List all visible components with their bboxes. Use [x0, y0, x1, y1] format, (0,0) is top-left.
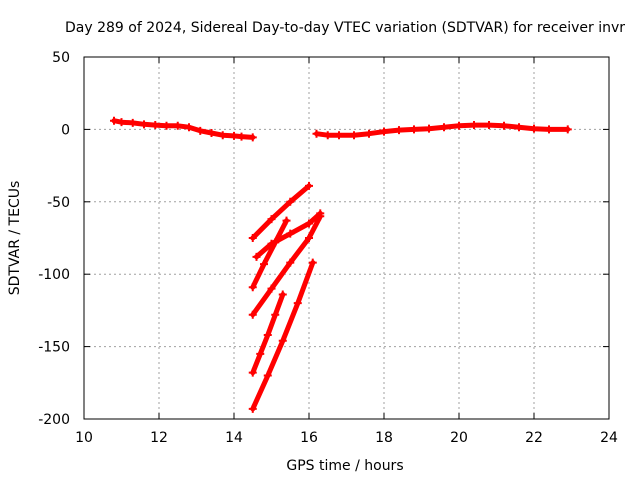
series-track-4	[248, 212, 325, 319]
data-points	[110, 116, 572, 413]
data-point	[151, 121, 160, 130]
data-point	[365, 129, 373, 138]
data-point	[282, 216, 291, 225]
data-point	[305, 234, 313, 242]
data-point	[278, 290, 287, 299]
data-point	[312, 129, 321, 138]
data-point	[395, 126, 403, 135]
data-point	[293, 299, 302, 308]
data-point	[286, 258, 295, 267]
data-point	[263, 371, 272, 380]
data-point	[140, 120, 148, 129]
data-point	[248, 283, 257, 292]
data-point	[252, 252, 261, 261]
data-point	[323, 131, 332, 140]
x-tick-labels: 10 12 14 16 18 20 22 24	[75, 430, 618, 446]
y-tick-label: -200	[38, 412, 70, 428]
x-tick-label: 24	[600, 430, 618, 446]
y-tick-labels: -200 -150 -100 -50 0 50	[38, 50, 70, 428]
data-point	[271, 310, 280, 319]
data-point	[260, 260, 268, 269]
data-point	[440, 123, 448, 132]
data-point	[185, 123, 193, 132]
data-point	[110, 116, 118, 125]
x-tick-label: 14	[225, 430, 243, 446]
data-point	[271, 238, 280, 247]
series-upper-right-arc	[312, 121, 572, 140]
y-tick-label: 50	[52, 50, 70, 66]
series-track-2	[252, 209, 325, 261]
data-point	[278, 336, 287, 345]
data-point	[248, 368, 257, 377]
data-point	[530, 124, 538, 133]
y-tick-label: -50	[47, 195, 70, 211]
x-tick-label: 20	[450, 430, 468, 446]
data-point	[162, 121, 171, 130]
data-point	[248, 234, 257, 242]
data-point	[410, 125, 418, 134]
chart-title: Day 289 of 2024, Sidereal Day-to-day VTE…	[65, 20, 625, 36]
series-track-3	[248, 216, 291, 292]
data-point	[500, 121, 508, 130]
data-point	[248, 133, 257, 142]
data-point	[470, 121, 478, 130]
series-trace	[250, 183, 312, 241]
data-point	[173, 121, 182, 130]
data-point	[248, 310, 257, 319]
y-tick-label: -150	[38, 340, 70, 356]
y-axis-label: SDTVAR / TECUs	[7, 181, 23, 296]
x-axis-label: GPS time / hours	[286, 458, 403, 474]
x-tick-label: 16	[300, 430, 318, 446]
data-point	[237, 132, 246, 141]
data-point	[218, 131, 227, 140]
data-point	[545, 125, 553, 134]
x-tick-label: 22	[525, 430, 543, 446]
x-tick-label: 18	[375, 430, 393, 446]
data-point	[308, 258, 317, 267]
x-tick-label: 10	[75, 430, 93, 446]
data-point	[305, 219, 313, 228]
y-tick-label: 0	[61, 122, 70, 138]
series-trace	[250, 218, 289, 290]
data-point	[563, 125, 572, 134]
series-track-1	[248, 181, 313, 242]
plot-frame	[83, 56, 610, 420]
series-track-5	[248, 290, 287, 377]
data-point	[196, 126, 205, 135]
data-point	[256, 349, 265, 358]
data-point	[267, 215, 276, 224]
data-point	[248, 404, 257, 413]
data-point	[267, 284, 276, 293]
data-point	[485, 121, 493, 130]
series-upper-left-arc	[110, 116, 257, 142]
y-tick-label: -100	[38, 267, 70, 283]
series-trace	[250, 260, 316, 412]
data-point	[305, 181, 313, 190]
data-point	[128, 118, 137, 127]
data-point	[350, 131, 358, 140]
data-point	[207, 129, 216, 138]
data-point	[286, 229, 295, 238]
data-point	[455, 121, 463, 130]
data-point	[286, 197, 295, 206]
x-tick-label: 12	[150, 430, 168, 446]
data-point	[425, 124, 433, 133]
data-point	[316, 212, 325, 221]
grid	[84, 57, 609, 419]
data-point	[230, 131, 238, 140]
data-point	[263, 331, 272, 340]
data-point	[335, 131, 343, 140]
data-point	[117, 118, 126, 127]
data-point	[515, 123, 523, 132]
data-point	[380, 127, 388, 136]
series-track-6	[248, 258, 317, 413]
axis-ticks	[83, 56, 610, 420]
